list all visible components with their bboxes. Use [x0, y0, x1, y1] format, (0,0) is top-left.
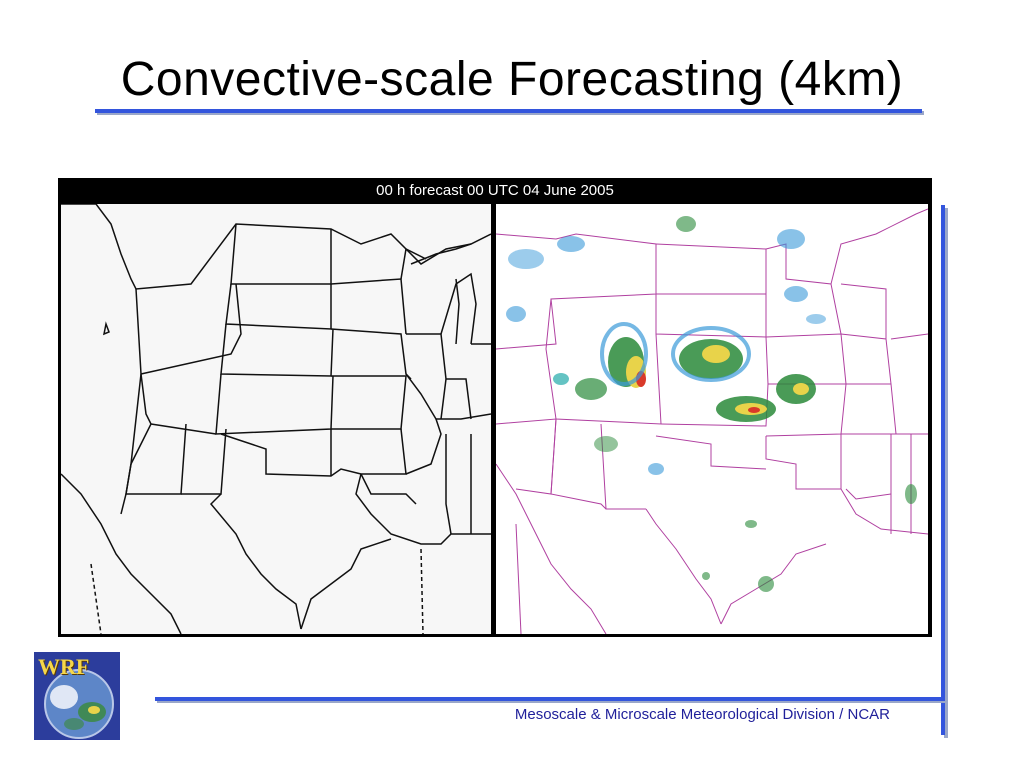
radar-echoes [506, 216, 917, 592]
figure-header: 00 h forecast 00 UTC 04 June 2005 [376, 182, 614, 199]
footer-credit: Mesoscale & Microscale Meteorological Di… [514, 706, 890, 723]
title-underline [95, 109, 922, 113]
bottom-accent-rule [155, 697, 945, 701]
globe-icon [44, 669, 114, 739]
right-accent-rule [941, 205, 945, 735]
wrf-logo: WRF [34, 652, 120, 740]
slide-title: Convective-scale Forecasting (4km) [120, 53, 904, 106]
reflectivity-map-svg [496, 208, 928, 634]
forecast-figure: 00 h forecast 00 UTC 04 June 2005 [58, 178, 932, 637]
wrf-logo-text: WRF [38, 654, 90, 679]
reflectivity-forecast-map [496, 204, 928, 634]
state-outline-map-svg [61, 204, 491, 634]
state-outline-map [61, 204, 491, 634]
